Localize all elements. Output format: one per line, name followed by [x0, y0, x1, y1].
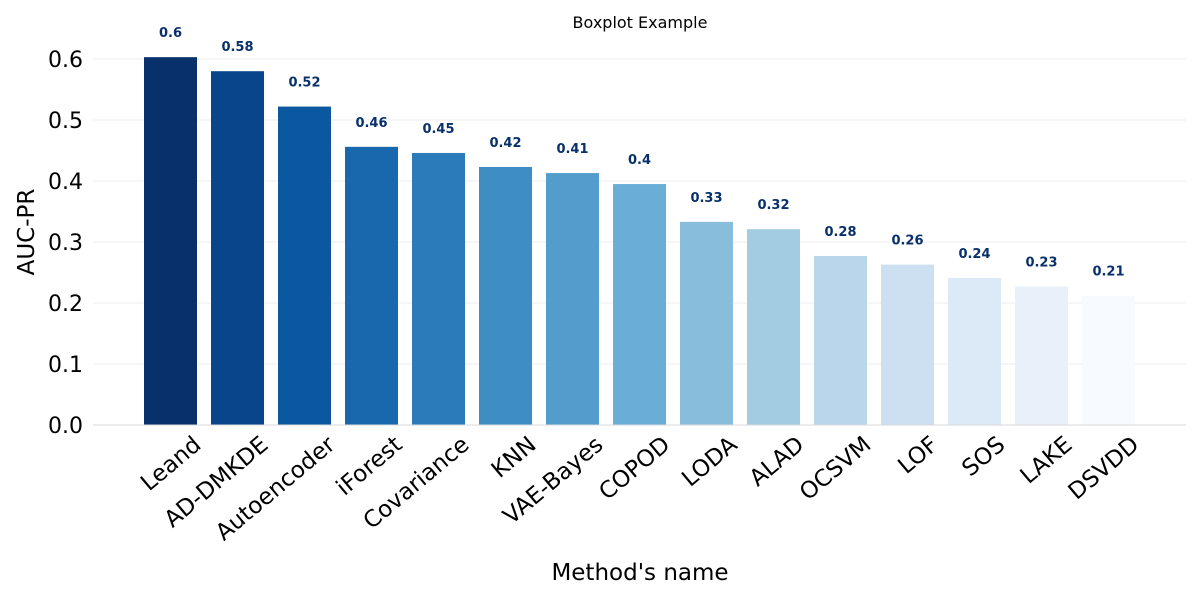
- bars: [144, 57, 1135, 426]
- x-tick-label: OCSVM: [795, 432, 876, 506]
- x-tick-label: SOS: [957, 432, 1010, 482]
- y-tick-label: 0.2: [48, 292, 83, 317]
- data-labels: 0.6 0.58 0.52 0.46 0.45 0.42 0.41 0.4 0.33 0.32 0.…: [159, 26, 1125, 280]
- data-label: 0.32: [757, 198, 789, 213]
- x-axis-ticks: LeandAD-DMKDEAutoencoderiForestCovarianc…: [136, 431, 1144, 546]
- data-label: 0.41: [556, 142, 588, 157]
- y-tick-label: 0.0: [48, 414, 83, 439]
- y-tick-label: 0.1: [48, 353, 83, 378]
- data-label: 0.4: [628, 153, 651, 168]
- bar: [747, 229, 800, 425]
- bar: [546, 173, 599, 425]
- bar: [479, 166, 532, 425]
- y-tick-label: 0.6: [48, 48, 83, 73]
- y-tick-label: 0.4: [48, 170, 83, 195]
- data-label: 0.28: [824, 225, 856, 240]
- data-label: 0.33: [690, 191, 722, 206]
- data-label: 0.52: [288, 76, 320, 91]
- bar: [412, 152, 465, 425]
- data-label: 0.58: [221, 40, 253, 55]
- data-label: 0.46: [355, 116, 387, 131]
- x-tick-label: LOF: [893, 432, 943, 480]
- x-axis-label: Method's name: [551, 560, 728, 586]
- x-tick-label: COPOD: [594, 432, 675, 506]
- bar: [144, 57, 197, 426]
- data-label: 0.26: [891, 234, 923, 249]
- data-label: 0.24: [958, 247, 990, 262]
- bar: [1082, 295, 1135, 425]
- y-axis-ticks: 0.0 0.1 0.2 0.3 0.4 0.5 0.6: [48, 48, 83, 439]
- y-tick-label: 0.5: [48, 109, 83, 134]
- bar: [680, 221, 733, 425]
- data-label: 0.23: [1025, 256, 1057, 271]
- bar: [278, 106, 331, 425]
- bar: [814, 256, 867, 425]
- data-label: 0.42: [489, 136, 521, 151]
- bar: [881, 264, 934, 425]
- data-label: 0.45: [422, 122, 454, 137]
- data-label: 0.6: [159, 26, 182, 41]
- x-tick-label: Autoencoder: [211, 431, 341, 546]
- bar: [948, 277, 1001, 425]
- y-axis-label: AUC-PR: [14, 189, 40, 276]
- bar: [211, 71, 264, 425]
- x-tick-label: LODA: [677, 432, 742, 493]
- bar: [613, 184, 666, 425]
- y-tick-label: 0.3: [48, 231, 83, 256]
- x-tick-label: DSVDD: [1064, 432, 1145, 506]
- chart-title: Boxplot Example: [573, 13, 708, 32]
- data-label: 0.21: [1092, 265, 1124, 280]
- x-tick-label: KNN: [487, 432, 542, 484]
- bar: [345, 146, 398, 425]
- bar: [1015, 286, 1068, 425]
